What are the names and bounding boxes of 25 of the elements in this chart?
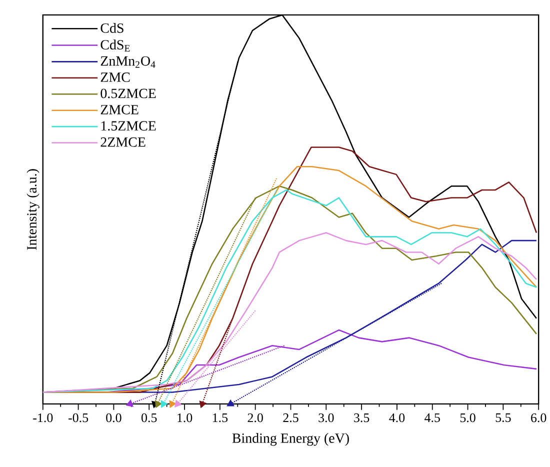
x-axis-title: Binding Energy (eV) bbox=[232, 433, 349, 446]
legend-label: ZMC bbox=[100, 72, 130, 82]
legend-label: ZnMn$_{2}$O$_{4}$ bbox=[100, 56, 156, 68]
legend-label: CdS$_{E}$ bbox=[100, 40, 130, 52]
x-tick-label: 4.5 bbox=[424, 414, 440, 422]
legend-label: ZMCE bbox=[100, 105, 138, 114]
x-tick-label: 3.5 bbox=[354, 414, 370, 422]
x-tick-label: 5.0 bbox=[460, 414, 476, 422]
x-tick-label: 6.0 bbox=[531, 414, 546, 422]
legend-label: 2ZMCE bbox=[100, 138, 146, 147]
x-tick-label: 4.0 bbox=[389, 414, 405, 422]
x-tick-label: -1.0 bbox=[33, 414, 53, 422]
x-tick-label: 1.0 bbox=[178, 414, 192, 422]
x-tick-label: 2.5 bbox=[283, 414, 298, 422]
legend-label: 0.5ZMCE bbox=[100, 88, 156, 98]
legend-label: CdS bbox=[100, 23, 124, 33]
x-tick-label: 5.5 bbox=[496, 414, 511, 422]
x-tick-label: 3.0 bbox=[318, 414, 334, 422]
legend-label: 1.5ZMCE bbox=[101, 121, 156, 131]
x-tick-label: 2.0 bbox=[248, 414, 263, 422]
x-tick-label: 1.5 bbox=[212, 414, 228, 422]
x-tick-label: 0.0 bbox=[106, 414, 122, 422]
x-tick-label: -0.5 bbox=[68, 414, 88, 422]
y-axis-title: Intensity (a.u.) bbox=[26, 169, 40, 250]
x-tick-label: 0.5 bbox=[142, 414, 157, 422]
